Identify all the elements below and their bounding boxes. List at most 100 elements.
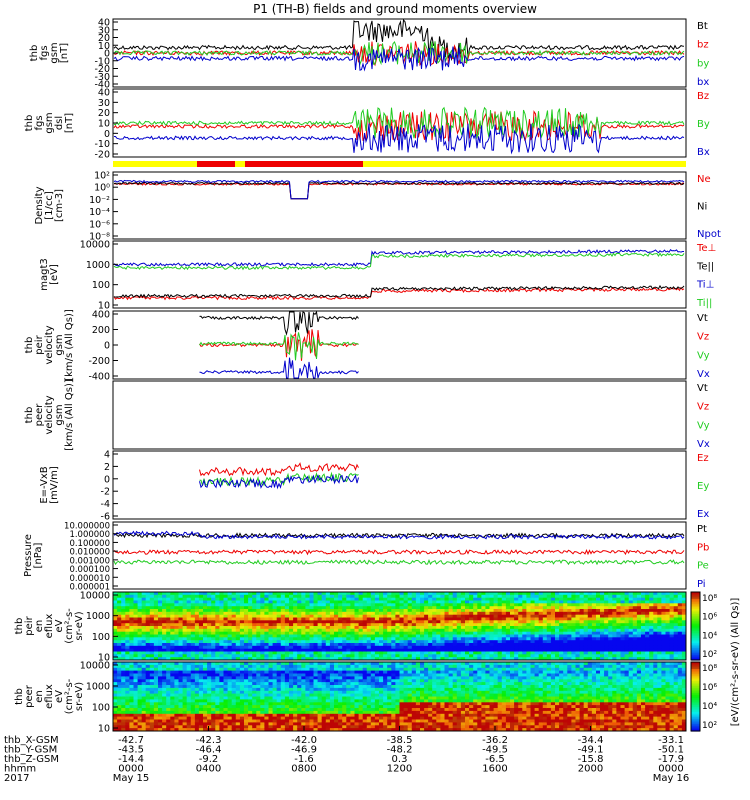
heatmap-cell (129, 682, 134, 686)
heatmap-cell (207, 716, 212, 720)
heatmap-cell (170, 631, 175, 635)
heatmap-cell (305, 597, 310, 601)
heatmap-cell (473, 651, 478, 655)
heatmap-cell (203, 673, 208, 677)
y-axis-label-line: [km/s (All Qs)] (64, 309, 75, 381)
heatmap-cell (203, 609, 208, 613)
heatmap-cell (489, 643, 495, 647)
heatmap-cell (395, 623, 400, 627)
heatmap-cell (215, 609, 220, 613)
heatmap-cell (113, 654, 118, 658)
heatmap-cell (211, 679, 216, 683)
heatmap-cell (297, 657, 302, 661)
heatmap-cell (227, 614, 233, 618)
heatmap-cell (645, 617, 650, 621)
heatmap-cell (493, 654, 499, 658)
heatmap-cell (534, 609, 540, 613)
heatmap-cell (645, 592, 650, 596)
heatmap-cell (276, 609, 282, 613)
heatmap-cell (681, 628, 687, 633)
heatmap-cell (121, 702, 126, 706)
heatmap-cell (452, 637, 458, 641)
heatmap-cell (526, 623, 531, 627)
heatmap-cell (137, 603, 143, 607)
heatmap-cell (481, 620, 486, 624)
heatmap-cell (211, 637, 216, 641)
heatmap-cell (153, 725, 159, 729)
heatmap-cell (309, 623, 315, 627)
heatmap-cell (194, 687, 200, 692)
y-axis-label-line: [nT] (59, 43, 70, 63)
heatmap-cell (203, 708, 208, 712)
heatmap-cell (411, 645, 417, 650)
heatmap-cell (244, 685, 249, 689)
heatmap-cell (567, 648, 572, 652)
heatmap-cell (117, 690, 122, 695)
heatmap-cell (632, 640, 638, 644)
heatmap-cell (616, 631, 621, 635)
heatmap-cell (411, 611, 417, 616)
heatmap-cell (301, 597, 306, 601)
heatmap-cell (350, 696, 355, 700)
heatmap-cell (317, 614, 323, 618)
heatmap-cell (256, 662, 261, 666)
heatmap-cell (117, 648, 122, 652)
heatmap-cell (133, 728, 139, 732)
heatmap-cell (149, 654, 155, 658)
heatmap-cell (215, 643, 220, 647)
y-axis-label-line: [km/s (All Qs)] (64, 379, 75, 451)
heatmap-cell (493, 631, 499, 635)
heatmap-cell (657, 614, 662, 618)
heatmap-cell (387, 606, 392, 610)
heatmap-cell (436, 600, 441, 604)
heatmap-cell (190, 597, 196, 601)
heatmap-cell (129, 725, 134, 729)
heatmap-cell (170, 690, 175, 695)
heatmap-cell (207, 592, 212, 596)
heatmap-cell (616, 643, 621, 647)
heatmap-cell (194, 664, 200, 669)
heatmap-cell (289, 679, 294, 683)
heatmap-cell (289, 600, 294, 604)
heatmap-cell (546, 614, 552, 618)
heatmap-cell (493, 628, 499, 633)
heatmap-cell (350, 609, 355, 613)
heatmap-cell (268, 609, 274, 613)
heatmap-cell (669, 628, 675, 633)
heatmap-cell (137, 667, 143, 672)
heatmap-cell (190, 631, 196, 635)
heatmap-cell (203, 667, 208, 672)
heatmap-cell (624, 651, 630, 655)
heatmap-cell (268, 696, 274, 700)
heatmap-cell (366, 594, 372, 599)
series-line-ni (113, 181, 685, 200)
heatmap-cell (162, 657, 167, 661)
heatmap-cell (362, 643, 368, 647)
heatmap-cell (276, 673, 282, 677)
heatmap-cell (198, 626, 204, 630)
heatmap-cell (223, 685, 229, 689)
heatmap-cell (268, 687, 274, 692)
heatmap-cell (497, 597, 503, 601)
heatmap-cell (153, 611, 159, 616)
heatmap-cell (673, 640, 679, 644)
heatmap-cell (235, 611, 241, 616)
heatmap-cell (129, 716, 134, 720)
heatmap-cell (460, 603, 466, 607)
heatmap-cell (198, 634, 204, 638)
heatmap-cell (665, 637, 671, 641)
heatmap-cell (346, 708, 351, 712)
heatmap-cell (153, 722, 159, 726)
heatmap-cell (264, 664, 269, 669)
heatmap-cell (632, 597, 638, 601)
heatmap-cell (329, 614, 335, 618)
heatmap-cell (215, 603, 220, 607)
heatmap-cell (313, 690, 319, 695)
heatmap-cell (248, 728, 253, 732)
heatmap-cell (407, 623, 413, 627)
heatmap-cell (215, 708, 220, 712)
heatmap-cell (280, 592, 286, 596)
heatmap-cell (505, 626, 511, 630)
heatmap-cell (149, 702, 155, 706)
heatmap-cell (219, 626, 224, 630)
